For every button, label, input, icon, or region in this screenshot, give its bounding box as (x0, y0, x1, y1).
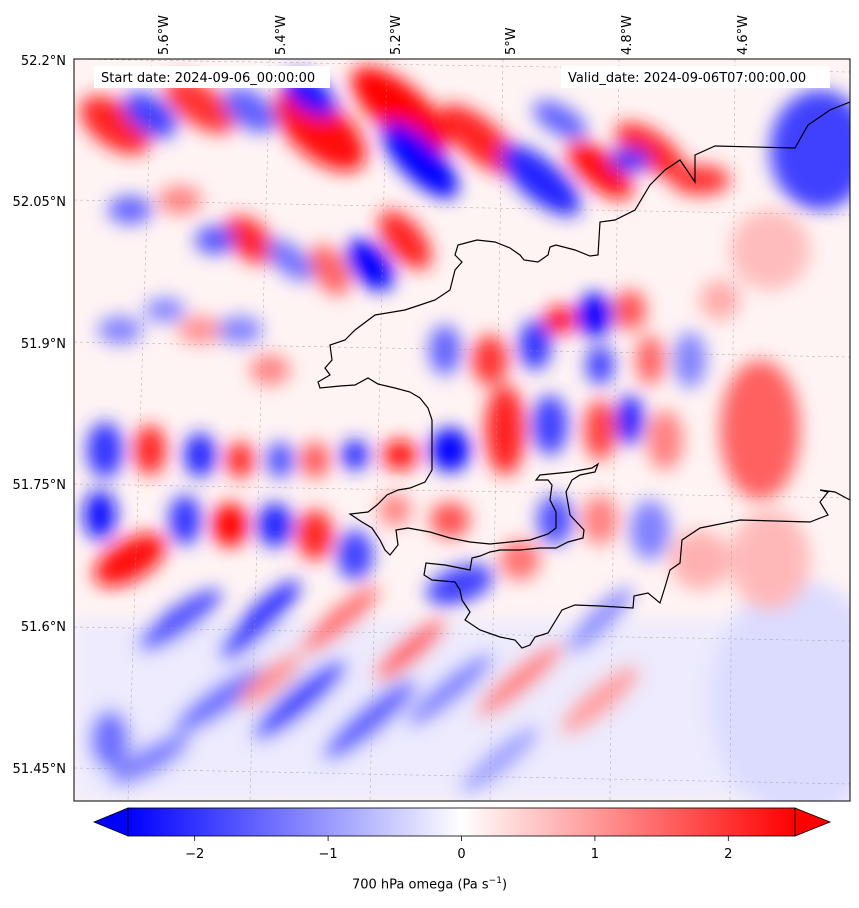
lon-tick-label: 4.8°W (620, 15, 635, 55)
colorbar-tick-label: 0 (457, 847, 465, 862)
date-annotation: Start date: 2024-09-06_00:00:00 Valid_da… (94, 66, 830, 88)
lat-tick-label: 51.9°N (21, 337, 66, 352)
colorbar-tick-label: −2 (185, 847, 204, 862)
lat-tick-label: 52.05°N (13, 195, 66, 210)
longitude-labels: 5.6°W 5.4°W 5.2°W 5°W 4.8°W 4.6°W (157, 15, 751, 55)
colorbar-body (128, 808, 795, 836)
lon-tick-label: 5.6°W (157, 15, 172, 55)
valid-date-box (561, 66, 830, 88)
colorbar-label: 700 hPa omega (Pa s−1) (0, 876, 859, 892)
colorbar-extend-max (794, 807, 832, 837)
lon-tick-label: 5.4°W (274, 15, 289, 55)
valid-date-text: Valid_date: 2024-09-06T07:00:00.00 (568, 71, 806, 86)
colorbar-label-main: 700 hPa omega (Pa s (351, 877, 489, 893)
lat-tick-label: 51.75°N (13, 478, 66, 493)
plot-frame (73, 58, 851, 802)
omega-field (74, 66, 850, 801)
colorbar-label-close: ) (501, 877, 508, 893)
lat-tick-label: 51.45°N (13, 762, 66, 777)
colorbar-tick-label: 1 (591, 847, 599, 862)
start-date-text: Start date: 2024-09-06_00:00:00 (101, 71, 315, 86)
colorbar: −2 −1 0 1 2 (92, 807, 832, 862)
latitude-labels: 52.2°N 52.05°N 51.9°N 51.75°N 51.6°N 51.… (13, 54, 66, 777)
lat-tick-label: 52.2°N (21, 54, 66, 69)
gridlines (74, 59, 850, 801)
colorbar-tick-label: −1 (319, 847, 338, 862)
colorbar-tick-label: 2 (724, 847, 732, 862)
colorbar-label-exponent: −1 (488, 876, 502, 886)
lon-tick-label: 4.6°W (736, 15, 751, 55)
colorbar-ticks: −2 −1 0 1 2 (185, 836, 732, 862)
lat-tick-label: 51.6°N (21, 620, 66, 635)
start-date-box (94, 66, 330, 88)
lon-tick-label: 5°W (504, 27, 519, 55)
colorbar-extend-min (92, 807, 129, 837)
lon-tick-label: 5.2°W (389, 15, 404, 55)
coastline (317, 101, 850, 649)
